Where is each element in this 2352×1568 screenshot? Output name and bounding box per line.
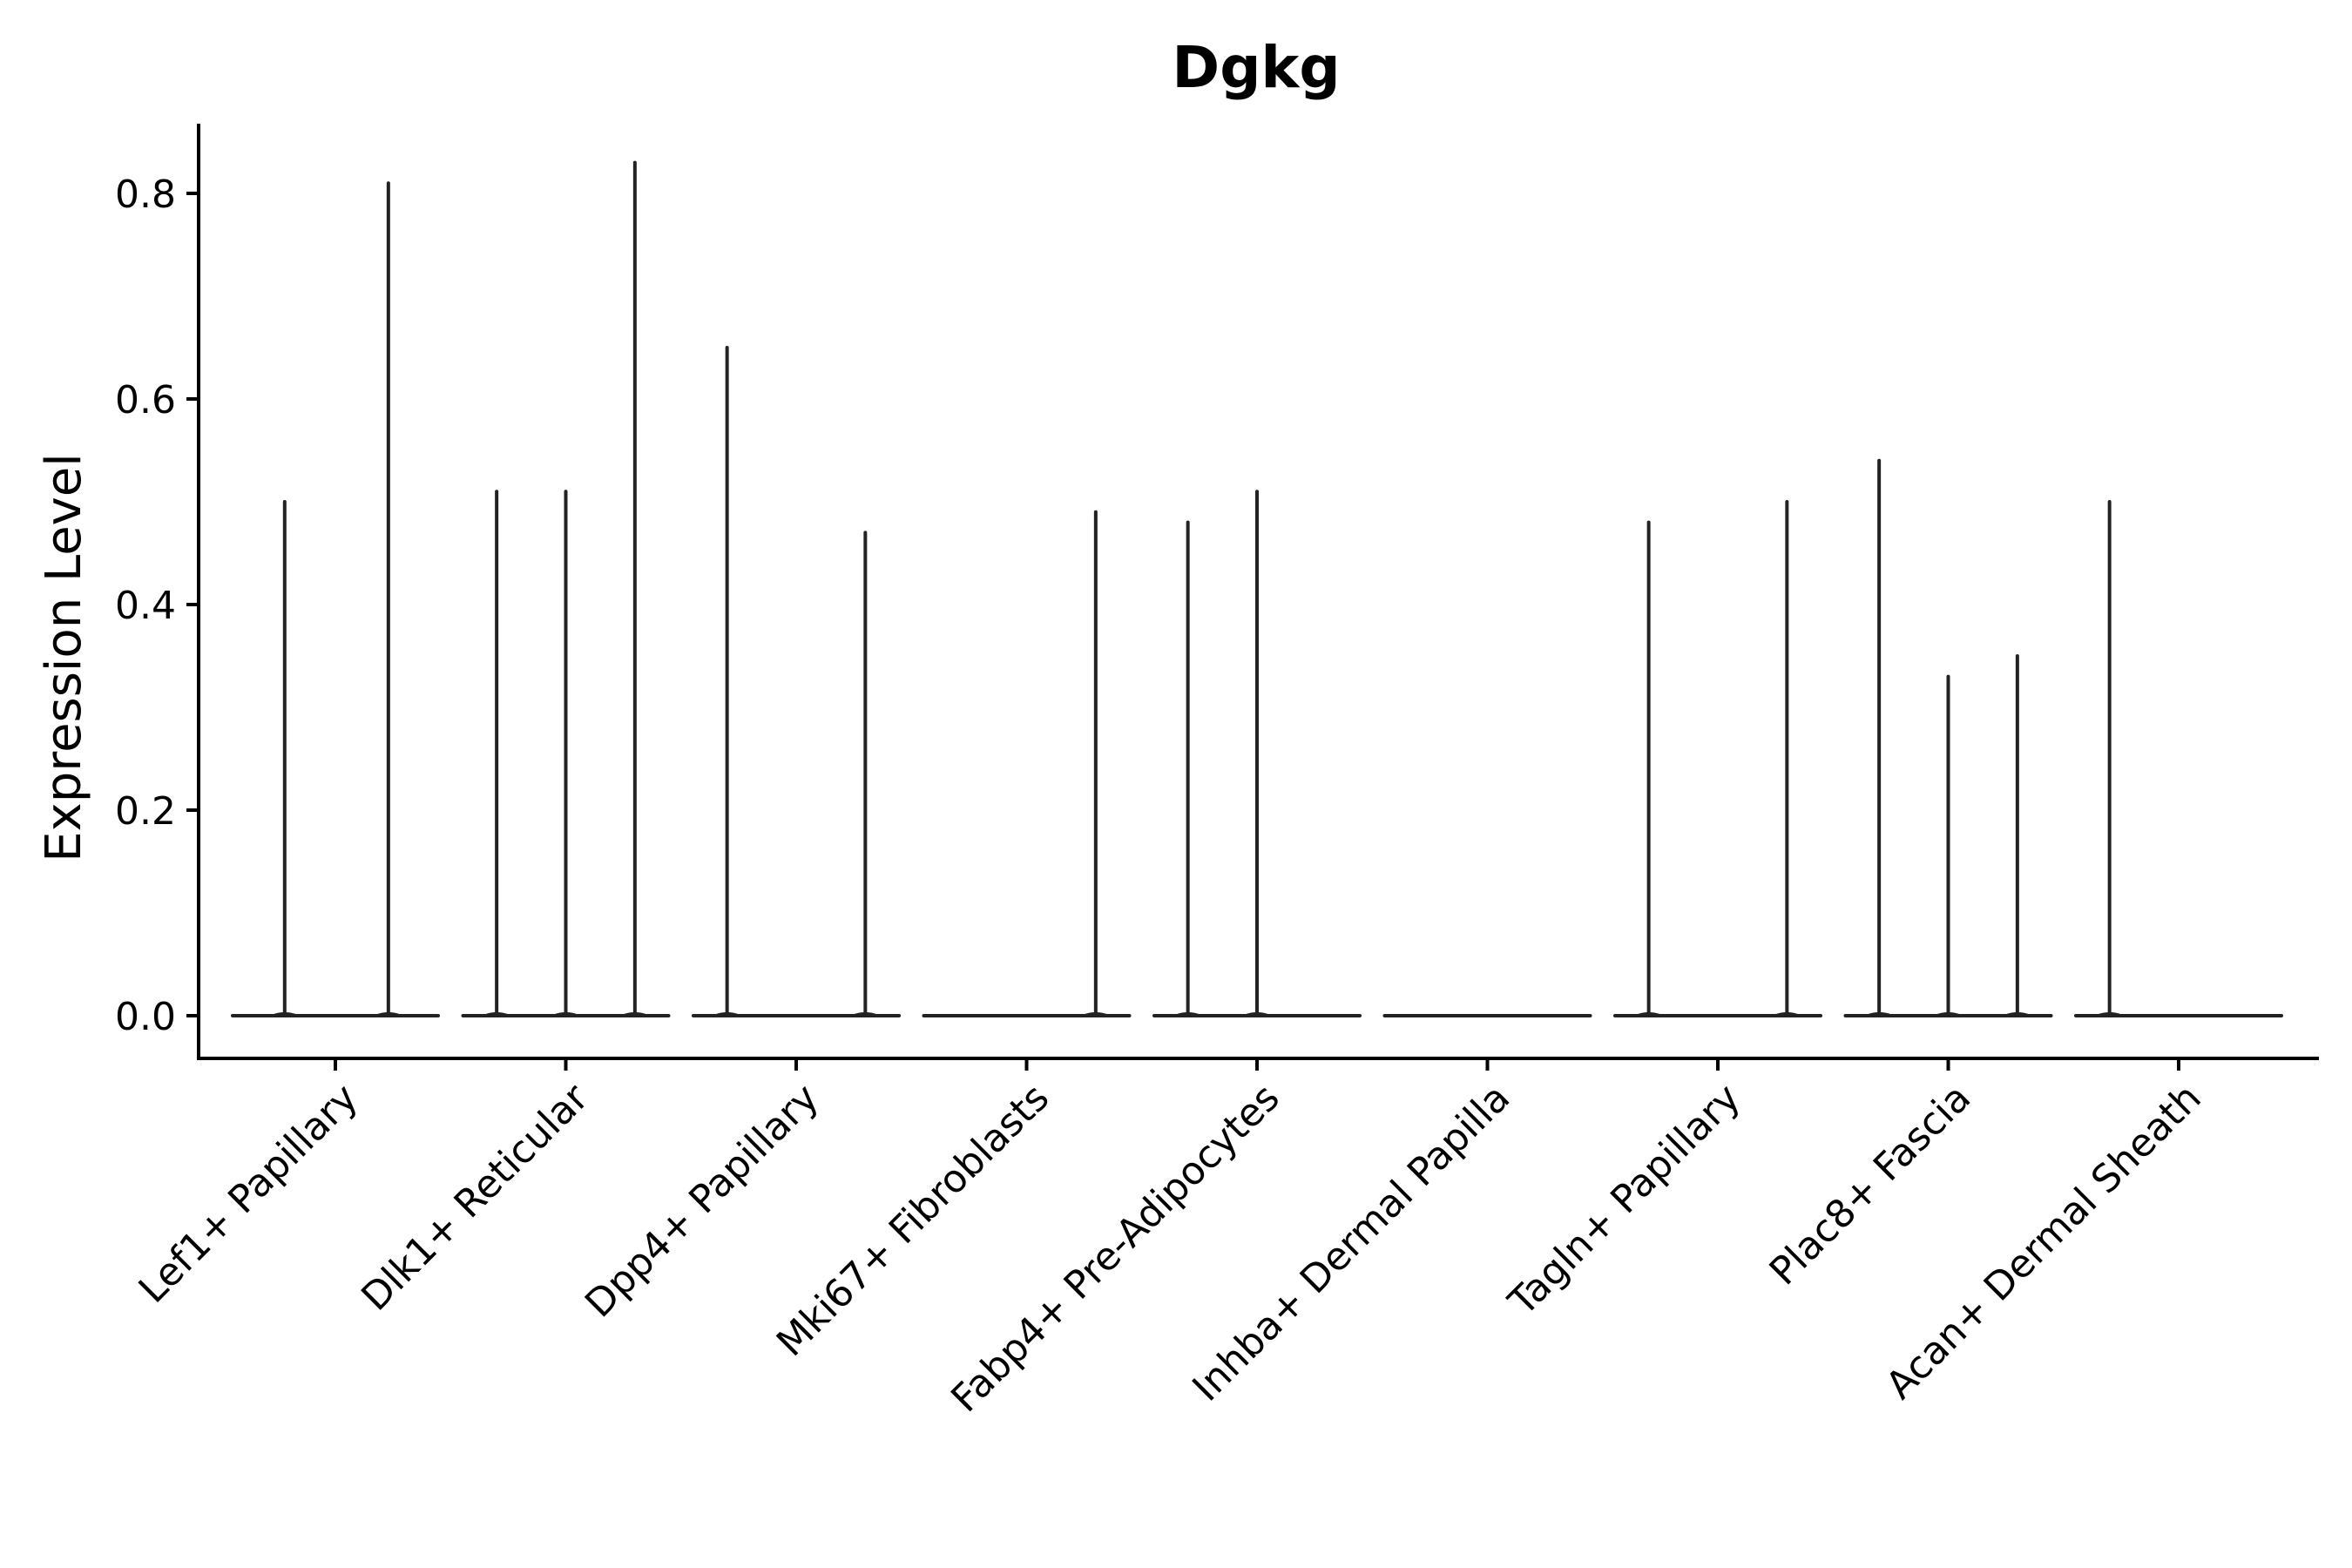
y-tick-label: 0.4	[115, 584, 176, 628]
y-axis: 0.0 0.2 0.4 0.6 0.8	[115, 124, 200, 1060]
violin	[692, 346, 901, 1017]
x-tick-label: Tagln+ Papillary	[1500, 1076, 1749, 1325]
violin-bulge	[1866, 1012, 1892, 1017]
violin-bulge	[483, 1012, 510, 1017]
violin-bulge	[1175, 1012, 1201, 1017]
y-tick-label: 0.0	[115, 995, 176, 1039]
violins-group	[231, 160, 2283, 1017]
violin	[231, 181, 440, 1017]
y-tick-label: 0.2	[115, 789, 176, 834]
violin-bulge	[1244, 1012, 1270, 1017]
x-tick-label: Plac8+ Fascia	[1761, 1076, 1980, 1294]
violin-bulge	[272, 1012, 298, 1017]
violin-bulge	[1083, 1012, 1109, 1017]
violin-bulge	[552, 1012, 579, 1017]
violin	[922, 510, 1132, 1017]
x-tick-label: Dpp4+ Papillary	[577, 1076, 828, 1327]
violin	[1152, 490, 1362, 1017]
chart-title: Dgkg	[1172, 34, 1340, 101]
y-tick-label: 0.6	[115, 378, 176, 422]
violin-bulge	[1935, 1012, 1962, 1017]
y-tick-label: 0.8	[115, 172, 176, 217]
violin-bulge	[2004, 1012, 2031, 1017]
violin-bulge	[1774, 1012, 1800, 1017]
violin	[461, 160, 671, 1017]
x-tick-label: Lef1+ Papillary	[131, 1076, 367, 1312]
y-axis-label: Expression Level	[36, 453, 92, 862]
violin-bulge	[852, 1012, 878, 1017]
x-tick-label: Dlk1+ Reticular	[353, 1075, 598, 1320]
violin-bulge	[622, 1012, 648, 1017]
violin-bulge	[1636, 1012, 1662, 1017]
violin-bulge	[2097, 1012, 2123, 1017]
violin	[2074, 500, 2283, 1017]
violin-bulge	[375, 1012, 402, 1017]
violin-bulge	[714, 1012, 740, 1017]
violin	[1843, 458, 2053, 1017]
violin	[1613, 500, 1822, 1017]
